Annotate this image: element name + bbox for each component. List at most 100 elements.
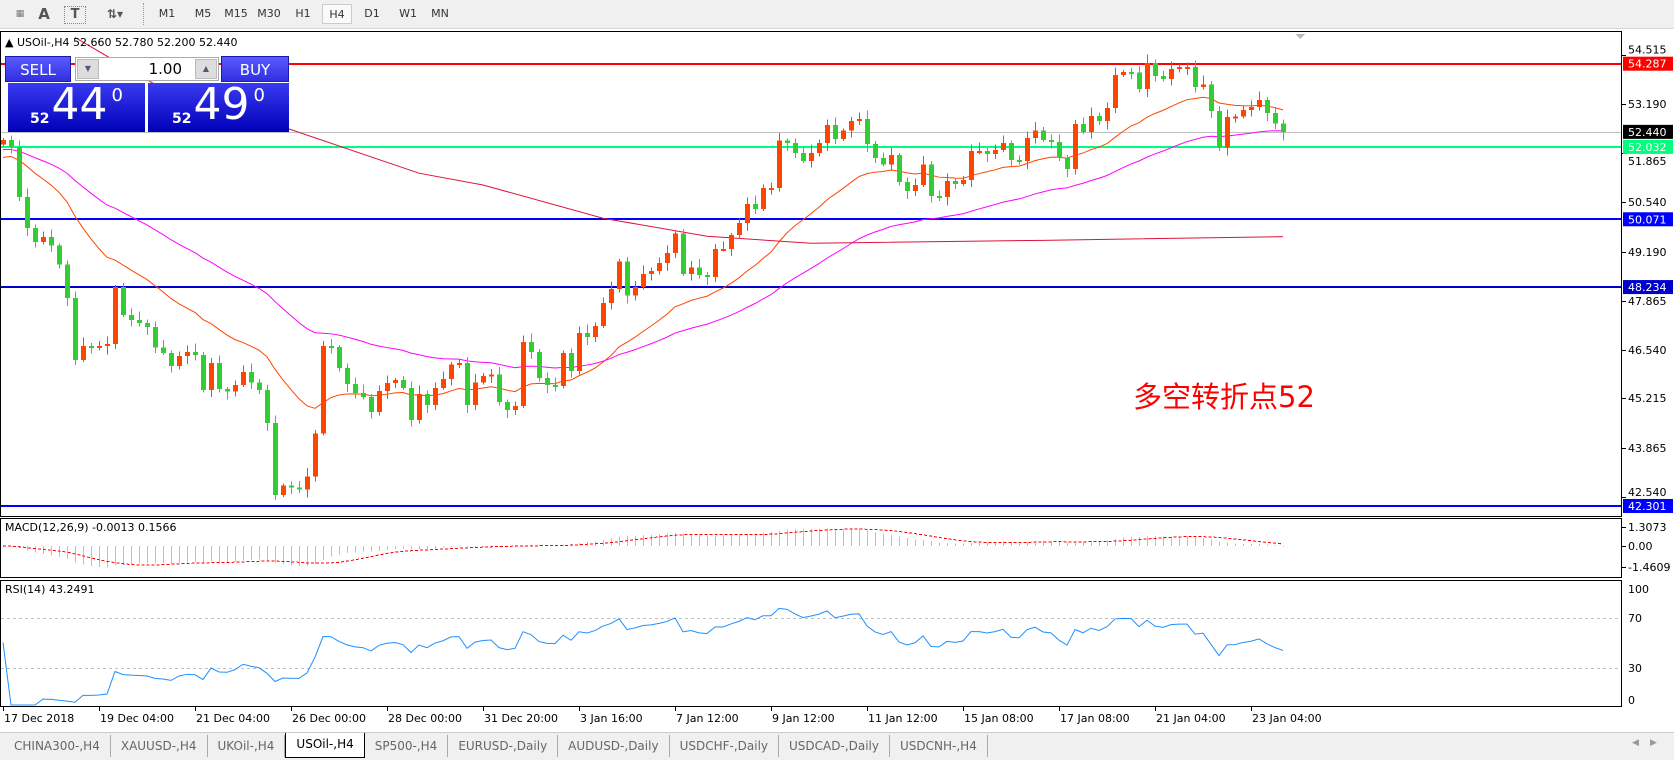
collapse-triangle-icon[interactable]: ▲ [5,36,14,49]
x-axis-tick-label: 7 Jan 12:00 [676,712,739,725]
macd-histogram-bar [1083,541,1084,546]
candle-body [281,485,286,495]
tab-usdcad[interactable]: USDCAD-,Daily [779,735,890,757]
candle-body [817,142,822,153]
macd-histogram-bar [227,546,228,562]
macd-histogram-bar [355,546,356,553]
period-h4-button[interactable]: H4 [322,4,352,24]
text-label-icon[interactable]: T [64,6,86,24]
x-axis-tick-label: 15 Jan 08:00 [964,712,1034,725]
price-chart[interactable]: 54.515 53.190 51.865 50.540 49.190 47.865 46.5… [0,0,1674,732]
candle-body [873,144,878,159]
candle-body [329,346,334,349]
y-axis-tick [1622,301,1626,302]
macd-histogram-bar [667,533,668,546]
candle-body [1265,100,1270,114]
macd-histogram-bar [291,546,292,566]
text-a-icon[interactable]: A [38,5,50,23]
macd-histogram-bar [491,545,492,547]
tab-sp500[interactable]: SP500-,H4 [365,735,449,757]
macd-signal-line [2,528,1284,566]
candle-body [185,352,190,356]
volume-increase-icon[interactable]: ▲ [195,59,217,79]
y-axis-tick-label: 51.865 [1628,155,1667,168]
x-axis-tick [963,707,964,711]
period-mn-button[interactable]: MN [431,7,449,20]
candle-body [865,118,870,145]
macd-histogram-bar [947,542,948,546]
macd-histogram-bar [755,533,756,546]
period-m1-button[interactable]: M1 [158,7,176,20]
tab-ukoil[interactable]: UKOil-,H4 [208,735,286,757]
rsi-line [2,607,1284,706]
tab-usdcnh[interactable]: USDCNH-,H4 [890,735,988,757]
macd-histogram-bar [619,536,620,546]
macd-axis-tick-label: 0.00 [1628,540,1653,553]
tabs-scroll-left-icon[interactable]: ◀ [1632,738,1639,748]
candle-body [1089,115,1094,132]
candle-body [889,155,894,165]
candle-body [841,130,846,139]
volume-value[interactable]: 1.00 [148,60,182,78]
period-h1-button[interactable]: H1 [295,7,311,20]
candle-body [769,187,774,190]
macd-histogram-bar [723,535,724,546]
volume-input[interactable]: ▼ 1.00 ▲ [75,57,219,81]
period-m15-button[interactable]: M15 [224,7,248,20]
sell-button[interactable]: SELL [5,56,71,82]
tab-usdchf[interactable]: USDCHF-,Daily [670,735,780,757]
rsi-axis-tick-label: 100 [1628,583,1649,596]
macd-histogram-bar [91,546,92,567]
candle-wick [363,384,364,400]
buy-button[interactable]: BUY [221,56,289,82]
candle-body [73,297,78,360]
macd-histogram-bar [1003,541,1004,546]
macd-histogram-bar [779,530,780,546]
macd-histogram-bar [179,546,180,564]
candle-body [521,341,526,407]
x-axis-tick-label: 19 Dec 04:00 [100,712,174,725]
buy-price: 52 49 0 [148,81,289,132]
tab-xauusd[interactable]: XAUUSD-,H4 [111,735,208,757]
y-axis-tick-label: 53.190 [1628,98,1667,111]
tab-china300[interactable]: CHINA300-,H4 [4,735,111,757]
macd-histogram-bar [483,545,484,547]
chart-header: ▲ USOil-,H4 52.660 52.780 52.200 52.440 [5,36,237,49]
candle-body [1105,107,1110,122]
period-m30-button[interactable]: M30 [257,7,281,20]
candle-wick [99,340,100,351]
period-m5-button[interactable]: M5 [194,7,212,20]
candle-wick [227,386,228,400]
arrows-dropdown-icon[interactable]: ⇅▾ [106,7,124,21]
y-axis-tick [1622,398,1626,399]
chart-shift-marker-icon[interactable] [1295,34,1305,39]
macd-pane [0,518,1622,578]
tab-eurusd[interactable]: EURUSD-,Daily [448,735,559,757]
period-d1-button[interactable]: D1 [364,7,380,20]
candle-wick [979,142,980,155]
candle-body [393,380,398,383]
macd-histogram-bar [771,532,772,546]
candle-body [345,368,350,384]
candle-body [625,261,630,296]
grid-font-icon[interactable]: ▦ [15,9,25,19]
period-w1-button[interactable]: W1 [399,7,417,20]
rsi-axis-tick-label: 30 [1628,662,1642,675]
candle-wick [331,338,332,354]
candle-body [553,384,558,387]
tab-usoil[interactable]: USOil-,H4 [285,733,365,758]
candle-wick [147,319,148,336]
tabs-scroll-right-icon[interactable]: ▶ [1650,738,1657,748]
sell-price-button[interactable]: 52 44 0 [8,81,145,132]
y-axis-tick-label: 46.540 [1628,344,1667,357]
price-tag-label: 52.032 [1628,141,1667,154]
candle-body [489,374,494,377]
candle-body [1129,72,1134,75]
buy-price-button[interactable]: 52 49 0 [148,81,289,132]
chart-annotation-text[interactable]: 多空转折点52 [1133,380,1315,414]
volume-decrease-icon[interactable]: ▼ [77,59,99,79]
candle-body [313,433,318,477]
macd-histogram-bar [1147,536,1148,546]
tab-audusd[interactable]: AUDUSD-,Daily [558,735,670,757]
macd-histogram-bar [1243,543,1244,546]
